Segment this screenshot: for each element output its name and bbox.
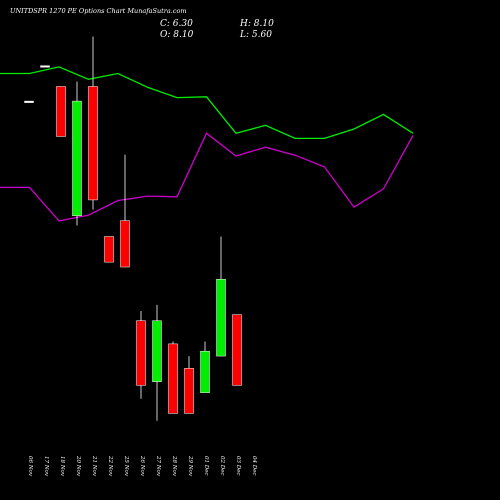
x-tick-label: 17 Nov [43,456,49,477]
candle-body [168,343,178,414]
candles [24,36,242,421]
close-label: C: 6.30 [160,19,193,29]
upper-line [0,66,414,140]
candle [24,100,34,103]
candle-body [104,236,114,263]
candle [216,236,226,357]
x-tick-label: 06 Nov [27,456,33,477]
x-tick-label: 25 Nov [123,455,129,477]
candle-body [184,368,194,414]
candle [184,356,194,414]
candle-body [152,320,162,382]
candle [200,341,210,393]
x-tick-label: 26 Nov [139,455,145,477]
candle-body [120,220,130,268]
low-label: L: 5.60 [239,30,272,40]
candle [56,86,66,137]
candle-body [56,86,66,137]
close-value: 6.30 [173,19,193,29]
candle [40,65,50,68]
candle-body [40,65,50,68]
x-tick-label: 27 Nov [155,455,161,477]
x-tick-label: 01 Dec [203,456,209,476]
candle [72,81,82,226]
candle [120,154,130,268]
candle [88,36,98,210]
x-axis-ticks: 06 Nov 17 Nov 18 Nov 20 Nov 21 Nov 22 Nov 25 N… [27,455,257,477]
candle-body [72,100,82,217]
candle [104,236,114,263]
x-tick-label: 18 Nov [59,456,65,477]
high-value: 8.10 [254,19,274,29]
candle [136,310,146,399]
candle-body [232,314,242,386]
candle [232,314,242,386]
x-tick-label: 04 Dec [251,456,257,476]
candle-body [24,100,34,103]
candle-body [200,350,210,393]
candle [152,304,162,421]
indicator-lines [0,66,414,222]
low-value: 5.60 [252,30,272,40]
lower-line [0,132,414,222]
x-tick-label: 29 Nov [187,455,193,477]
candle [168,341,178,414]
x-tick-label: 28 Nov [171,455,177,477]
high-label: H: 8.10 [239,19,274,29]
candle-body [88,86,98,201]
candle-body [136,320,146,386]
x-tick-label: 20 Nov [75,455,81,477]
x-tick-label: 22 Nov [107,455,113,477]
chart-title: UNITDSPR 1270 PE Options Chart MunafaSut… [10,7,187,15]
x-tick-label: 02 Dec [219,456,225,476]
candle-body [216,278,226,357]
open-label: O: 8.10 [160,30,194,40]
x-tick-label: 21 Nov [91,455,97,477]
open-value: 8.10 [173,30,193,40]
x-tick-label: 03 Dec [235,456,241,476]
